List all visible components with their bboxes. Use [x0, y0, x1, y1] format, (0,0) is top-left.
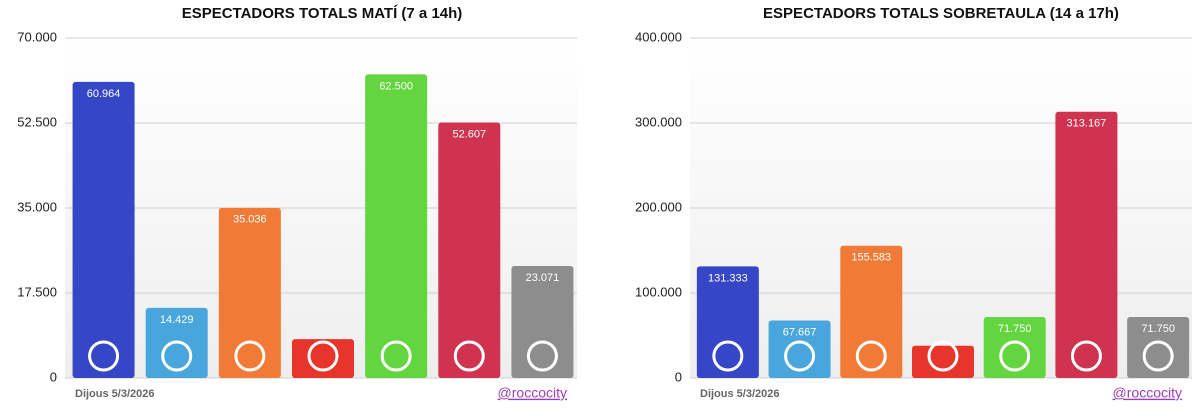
channel-logo: [88, 340, 120, 372]
channel-logo: [380, 340, 412, 372]
value-label: 131.333: [708, 272, 748, 284]
value-label: 155.583: [851, 252, 891, 264]
bar: [511, 265, 574, 378]
value-label: 60.964: [87, 88, 121, 100]
channel-logo: [526, 340, 558, 372]
channel-logo: [855, 340, 887, 372]
bar: [218, 207, 281, 378]
value-label: 67.667: [783, 326, 817, 338]
bar: [292, 339, 354, 378]
channel-logo: [161, 340, 193, 372]
y-tick-label: 0: [50, 369, 57, 384]
y-tick-label: 400.000: [635, 29, 682, 44]
value-label: 62.500: [379, 80, 413, 92]
value-label: 23.071: [526, 272, 560, 284]
value-label: 35.036: [233, 214, 267, 226]
y-tick-label: 17.500: [17, 284, 57, 299]
y-tick-label: 52.500: [17, 114, 57, 129]
chart-title: ESPECTADORS TOTALS SOBRETAULA (14 a 17h): [763, 5, 1119, 22]
value-label: 52.607: [452, 128, 486, 140]
y-tick-label: 70.000: [17, 29, 57, 44]
bar: [1055, 111, 1118, 379]
channel-logo: [1070, 340, 1102, 372]
bar: [983, 317, 1046, 378]
channel-logo: [999, 340, 1031, 372]
value-label: 71.750: [1141, 323, 1175, 335]
bar: [365, 74, 428, 378]
bar: [72, 81, 135, 378]
footer-date: Dijous 5/3/2026: [700, 388, 780, 400]
value-label: 313.167: [1067, 118, 1107, 130]
channel-logo: [234, 340, 266, 372]
y-tick-label: 100.000: [635, 284, 682, 299]
channel-logo: [1142, 340, 1174, 372]
footer-date: Dijous 5/3/2026: [75, 388, 155, 400]
value-label: 14.429: [160, 314, 194, 326]
bar: [840, 245, 903, 378]
channel-logo: [712, 340, 744, 372]
y-tick-label: 35.000: [17, 199, 57, 214]
y-tick-label: 0: [675, 369, 682, 384]
footer-handle: @roccocity: [1113, 385, 1182, 401]
channel-logo: [307, 340, 339, 372]
bar: [1127, 317, 1190, 378]
footer-handle: @roccocity: [498, 385, 567, 401]
channel-logo: [453, 340, 485, 372]
bar: [438, 122, 501, 378]
bar: [912, 345, 974, 378]
value-label: 71.750: [998, 323, 1032, 335]
bar: [768, 320, 831, 378]
channel-logo: [784, 340, 816, 372]
chart-title: ESPECTADORS TOTALS MATÍ (7 a 14h): [182, 5, 463, 22]
y-tick-label: 200.000: [635, 199, 682, 214]
y-tick-label: 300.000: [635, 114, 682, 129]
channel-logo: [927, 340, 959, 372]
bar: [696, 266, 759, 378]
